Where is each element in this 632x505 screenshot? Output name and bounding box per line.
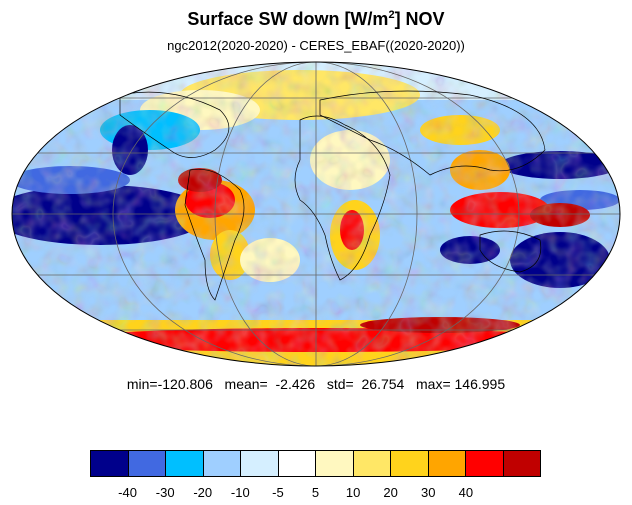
title-suffix: ] NOV [394, 9, 445, 29]
colorbar-swatch [278, 451, 316, 476]
map-outline [11, 61, 621, 367]
coast-south-america [184, 168, 245, 301]
colorbar-tick-label: -30 [155, 485, 175, 500]
colorbar-swatch [466, 451, 504, 476]
title-superscript: 2 [388, 9, 395, 21]
colorbar-swatch [203, 451, 241, 476]
meridian-60 [214, 62, 418, 366]
map-title: Surface SW down [W/m2] NOV [0, 9, 632, 30]
coast-australia [479, 230, 542, 273]
colorbar-tick-label: -40 [118, 485, 137, 500]
colorbar-swatch [391, 451, 429, 476]
coast-africa [294, 115, 391, 281]
colorbar-tick-label: -10 [230, 485, 250, 500]
map-field [12, 62, 620, 366]
coast-eurasia [319, 90, 546, 176]
colorbar [90, 450, 541, 477]
colorbar-swatch [503, 451, 540, 476]
meridian-120 [112, 62, 520, 366]
colorbar-swatch [91, 451, 129, 476]
colorbar-swatch [428, 451, 466, 476]
colorbar-tick-label: 40 [458, 485, 474, 500]
colorbar-swatch [316, 451, 354, 476]
colorbar-tick-label: 10 [345, 485, 361, 500]
colorbar-tick-label: 20 [383, 485, 398, 500]
colorbar-swatch [128, 451, 166, 476]
map-subtitle: ngc2012(2020-2020) - CERES_EBAF((2020-20… [167, 38, 465, 53]
title-text: Surface SW down [W/m [187, 9, 389, 29]
colorbar-tick-label: 30 [421, 485, 436, 500]
colorbar-swatch [241, 451, 279, 476]
colorbar-tick-label: 5 [311, 485, 320, 500]
stats-line: min=-120.806 mean= -2.426 std= 26.754 ma… [126, 376, 506, 392]
colorbar-tick-label: -20 [193, 485, 213, 500]
colorbar-swatch [166, 451, 204, 476]
colorbar-swatch [353, 451, 391, 476]
colorbar-tick-label: -5 [272, 485, 284, 500]
coastlines [119, 90, 546, 301]
coast-north-america [119, 91, 230, 158]
